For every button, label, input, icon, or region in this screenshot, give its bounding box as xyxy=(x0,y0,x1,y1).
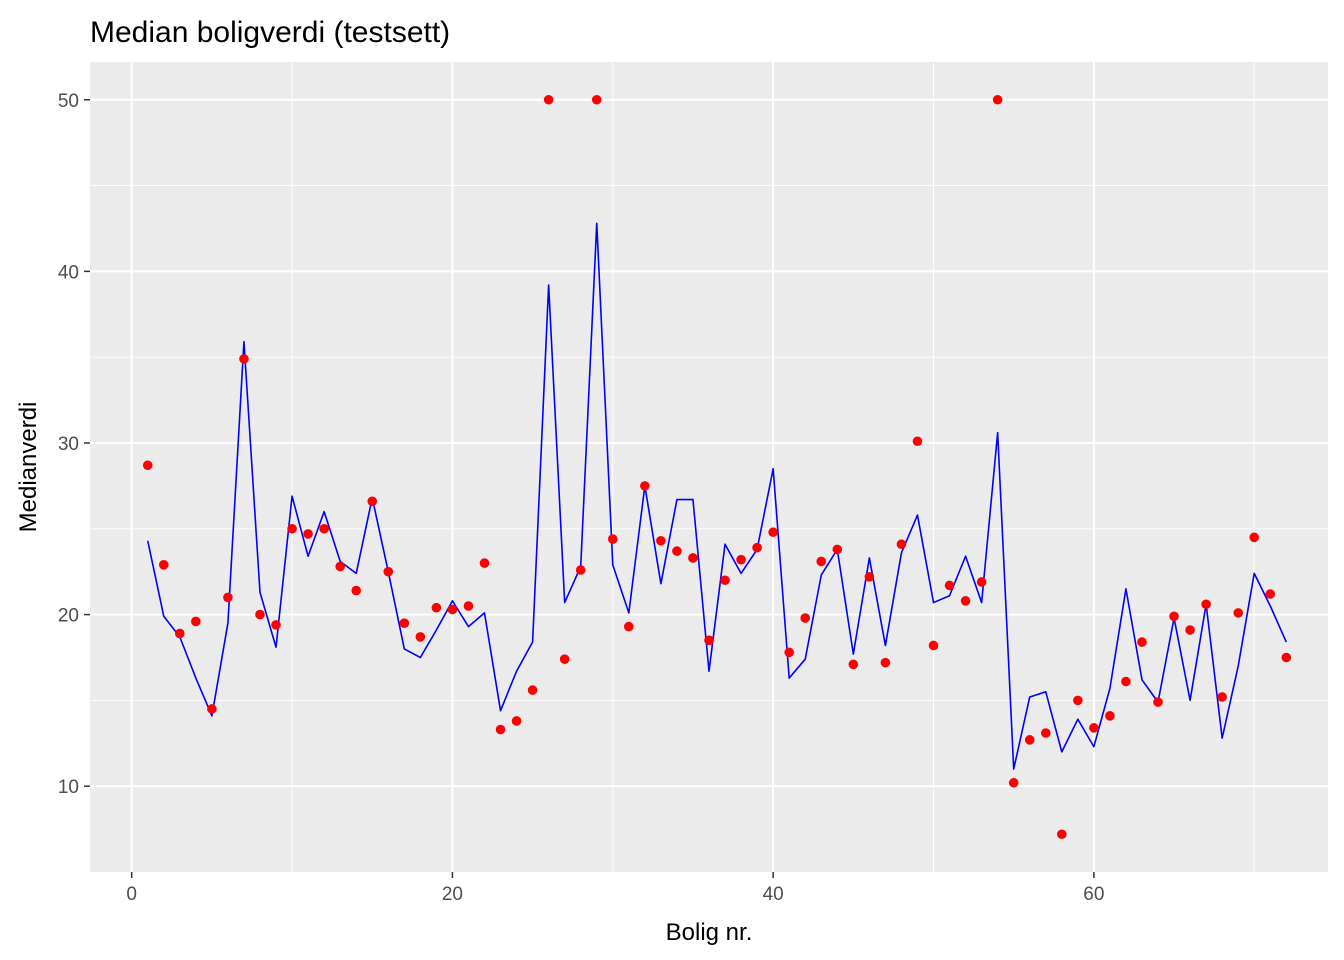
data-point xyxy=(575,565,586,575)
x-tick-label: 20 xyxy=(442,884,463,905)
data-point xyxy=(800,613,811,623)
data-point xyxy=(1185,625,1195,635)
data-point xyxy=(1281,652,1292,663)
data-point xyxy=(960,596,971,606)
data-point xyxy=(1121,676,1131,687)
data-point xyxy=(463,601,474,611)
data-point xyxy=(223,592,233,603)
data-point xyxy=(158,560,169,570)
axis-ticks xyxy=(84,99,1095,878)
data-point xyxy=(1233,608,1243,618)
series-layer xyxy=(142,94,1292,840)
x-tick-label: 40 xyxy=(763,884,784,905)
data-point xyxy=(992,94,1003,105)
data-point xyxy=(511,716,522,726)
data-point xyxy=(624,621,634,632)
data-point xyxy=(928,640,939,651)
data-point xyxy=(1105,711,1115,721)
data-point xyxy=(1089,723,1099,733)
data-point xyxy=(207,704,217,714)
y-tick-label: 30 xyxy=(58,434,79,455)
data-point xyxy=(1169,611,1179,622)
data-point xyxy=(543,94,554,105)
data-point xyxy=(768,527,778,538)
data-point xyxy=(1057,829,1067,840)
data-point xyxy=(688,553,698,563)
data-point xyxy=(1265,589,1276,599)
data-point xyxy=(415,632,426,642)
data-point xyxy=(335,561,345,572)
chart-title: Median boligverdi (testsett) xyxy=(90,16,450,49)
x-axis-title: Bolig nr. xyxy=(666,919,753,946)
data-point xyxy=(832,544,843,555)
data-point xyxy=(912,436,923,447)
data-point xyxy=(896,539,907,550)
data-point xyxy=(784,647,794,658)
data-point xyxy=(255,609,265,620)
data-point xyxy=(1137,637,1147,647)
data-point xyxy=(1040,728,1051,738)
data-point xyxy=(736,554,746,565)
data-point xyxy=(319,523,329,534)
y-tick-label: 50 xyxy=(58,91,79,112)
data-point xyxy=(607,534,618,544)
data-point xyxy=(848,659,859,670)
data-point xyxy=(816,556,827,567)
data-point xyxy=(591,94,602,105)
data-point xyxy=(479,558,490,568)
y-tick-label: 20 xyxy=(58,606,79,627)
data-point xyxy=(367,496,378,507)
data-point xyxy=(704,635,714,646)
data-point xyxy=(383,566,394,577)
data-point xyxy=(142,460,153,471)
data-point xyxy=(527,685,538,695)
data-point xyxy=(1024,735,1035,745)
data-point xyxy=(656,535,666,546)
data-point xyxy=(239,354,249,364)
data-point xyxy=(495,724,506,735)
data-point xyxy=(1217,692,1227,702)
data-point xyxy=(399,618,410,628)
data-point xyxy=(1201,599,1211,610)
data-point xyxy=(1249,532,1260,543)
data-point xyxy=(303,529,313,539)
data-point xyxy=(752,542,762,553)
data-point xyxy=(640,481,650,491)
tick-labels: 0 20 40 60 10 20 30 40 50 xyxy=(58,91,1105,905)
data-point xyxy=(351,585,362,596)
data-point xyxy=(431,602,442,613)
data-point xyxy=(175,628,185,639)
x-tick-label: 60 xyxy=(1083,884,1104,905)
y-tick-label: 10 xyxy=(58,777,79,798)
data-point xyxy=(191,616,201,627)
data-point xyxy=(944,580,955,591)
data-point xyxy=(287,523,297,534)
data-point xyxy=(672,546,682,556)
data-point xyxy=(1073,695,1083,706)
y-tick-label: 40 xyxy=(58,262,79,283)
data-point xyxy=(880,657,891,668)
data-point xyxy=(976,577,987,587)
data-point xyxy=(1008,777,1019,788)
plot-panel xyxy=(90,62,1328,872)
data-point xyxy=(559,654,570,664)
data-point xyxy=(1153,697,1163,707)
x-tick-label: 0 xyxy=(126,884,137,905)
data-point xyxy=(864,572,875,582)
y-axis-title: Medianverdi xyxy=(15,402,42,533)
data-point xyxy=(447,604,458,615)
series-line xyxy=(146,222,1288,770)
data-point xyxy=(271,620,281,630)
data-point xyxy=(720,575,730,586)
